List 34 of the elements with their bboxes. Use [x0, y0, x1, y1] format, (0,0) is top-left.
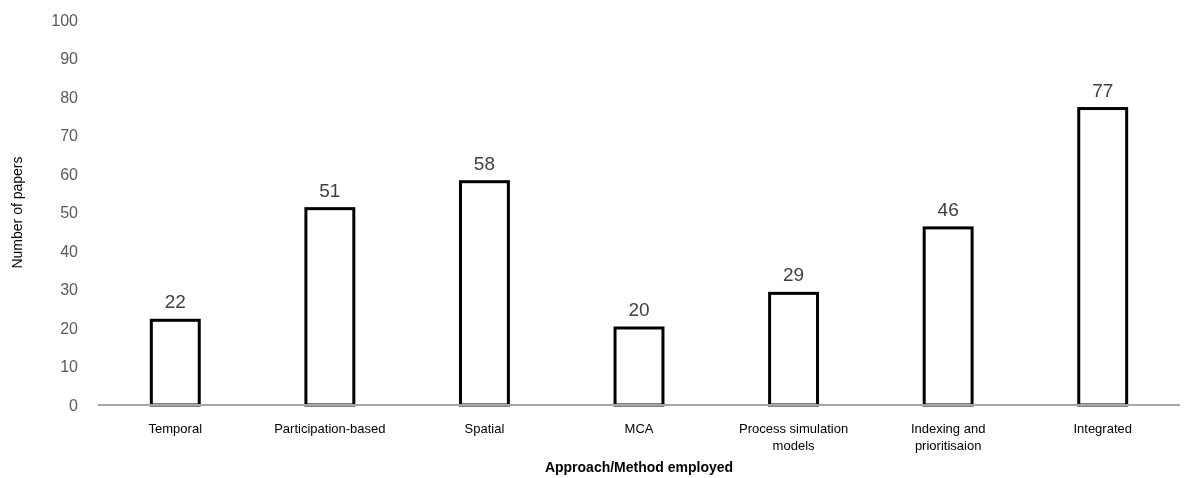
bar — [1077, 107, 1129, 407]
data-label: 20 — [628, 299, 650, 320]
bar — [922, 226, 974, 407]
x-axis-title: Approach/Method employed — [544, 459, 734, 475]
x-tick-label: Participation-based — [274, 421, 386, 436]
y-tick-label: 60 — [60, 165, 79, 183]
x-tick-label: Integrated — [1073, 421, 1132, 436]
y-tick-label: 100 — [51, 11, 79, 29]
y-tick-label: 70 — [60, 127, 79, 145]
y-tick-label: 10 — [60, 358, 79, 376]
y-tick-label: 0 — [69, 396, 79, 414]
data-label: 29 — [783, 264, 805, 286]
data-label: 77 — [1092, 79, 1114, 101]
y-tick-label: 30 — [60, 281, 79, 299]
x-tick-label: Temporal — [148, 421, 203, 436]
x-tick-label: Indexing and prioritisaion — [910, 421, 986, 453]
y-tick-label: 20 — [60, 319, 79, 337]
y-tick-label: 40 — [60, 242, 79, 260]
data-label: 22 — [164, 291, 186, 313]
bar — [768, 291, 820, 407]
y-axis-title: Number of papers — [9, 156, 25, 269]
y-tick-label: 80 — [60, 88, 79, 106]
bar — [149, 318, 201, 407]
data-label: 46 — [937, 198, 959, 220]
bar — [458, 180, 510, 407]
y-tick-label: 50 — [60, 204, 79, 222]
x-tick-label: MCA — [624, 421, 654, 436]
data-label: 51 — [319, 179, 341, 201]
x-tick-label: Process simulation models — [739, 421, 849, 453]
bar — [304, 207, 356, 407]
y-tick-label: 90 — [60, 50, 79, 68]
bar — [613, 326, 665, 407]
x-tick-label: Spatial — [464, 421, 505, 436]
data-label: 58 — [473, 152, 495, 174]
